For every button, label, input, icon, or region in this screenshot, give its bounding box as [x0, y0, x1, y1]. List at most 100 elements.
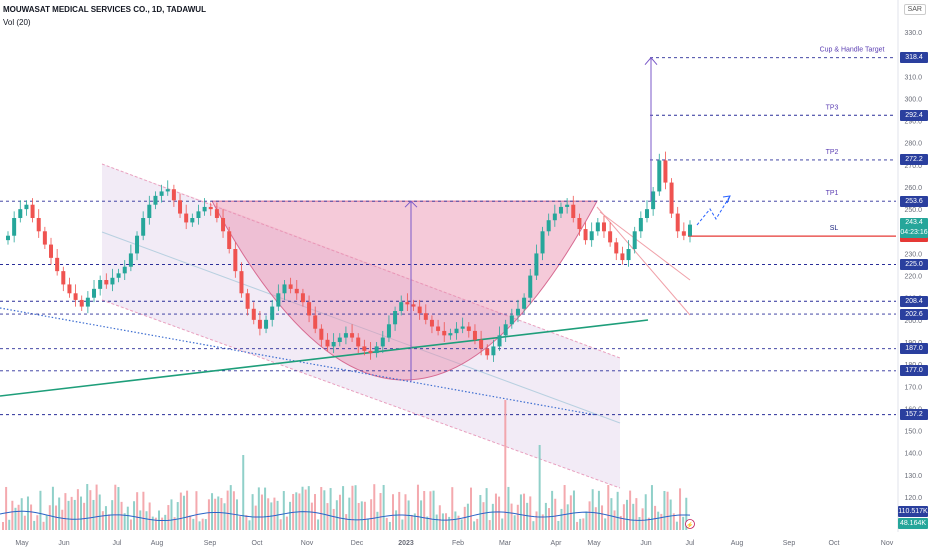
volume-bar [526, 502, 529, 530]
candle-body [436, 326, 441, 331]
volume-bar [432, 490, 435, 530]
candle-body [356, 337, 361, 347]
volume-bar [120, 501, 123, 530]
candle-body [67, 284, 72, 294]
volume-bar [594, 507, 597, 530]
volume-bar [426, 516, 429, 530]
volume-bar [239, 516, 242, 530]
candle-body [30, 204, 35, 218]
volume-bar [304, 489, 307, 530]
volume-bar [650, 485, 653, 530]
volume-bar [448, 516, 451, 530]
volume-bar [657, 511, 660, 530]
volume-bar [351, 485, 354, 530]
volume-bar [176, 502, 179, 530]
candle-body [491, 346, 496, 356]
candle-body [135, 235, 140, 254]
x-tick-label: Dec [351, 540, 364, 547]
volume-bar [416, 484, 419, 530]
candle-body [165, 189, 170, 192]
volume-bar [441, 513, 444, 530]
candle-body [472, 330, 477, 340]
volume-ma-line [0, 510, 691, 522]
volume-bar [323, 490, 326, 530]
candle-body [675, 213, 680, 232]
volume-bar [148, 502, 151, 530]
volume-bar [98, 494, 101, 530]
y-tick-label: 330.0 [904, 30, 922, 37]
volume-bar [282, 491, 285, 530]
candle-body [331, 342, 336, 347]
volume-bar [513, 515, 516, 530]
x-tick-label: Mar [499, 540, 512, 547]
channel-bottom-line [101, 299, 621, 489]
cup-depth-arrowhead [404, 200, 418, 208]
volume-bar [560, 508, 563, 530]
x-tick-label: Aug [731, 540, 744, 547]
volume-bar [204, 519, 207, 530]
level-text: TP1 [826, 190, 839, 197]
volume-bar [73, 499, 76, 530]
candle-body [552, 213, 557, 221]
volume-bar [161, 517, 164, 530]
volume-bar [92, 499, 95, 530]
candle-body [300, 293, 305, 303]
volume-bar [229, 485, 232, 530]
currency-badge[interactable]: SAR [903, 4, 926, 15]
y-tick-label: 120.0 [904, 495, 922, 502]
volume-bar [548, 508, 550, 530]
volume-bar [167, 505, 170, 530]
volume-bar [610, 498, 613, 530]
projection-arrowhead [722, 195, 731, 204]
y-tick-label: 130.0 [904, 473, 922, 480]
candle-body [509, 315, 514, 325]
volume-bar [491, 503, 494, 530]
volume-bar [420, 500, 423, 530]
volume-bar [61, 509, 64, 530]
volume-bar [435, 514, 438, 530]
volume-bar [410, 514, 413, 530]
volume-bar [460, 519, 463, 530]
volume-bar [507, 486, 510, 530]
candle-body [42, 231, 47, 245]
level-text: Cup & Handle Target [820, 47, 885, 54]
volume-bar [214, 498, 217, 530]
volume-bar [207, 499, 210, 530]
candle-body [688, 224, 692, 236]
price-label: 272.2 [900, 154, 928, 166]
volume-bar [395, 510, 398, 530]
volume-bar [314, 494, 316, 530]
volume-bar [538, 445, 541, 530]
candle-body [276, 293, 281, 307]
x-tick-label: Oct [252, 540, 263, 547]
y-tick-label: 280.0 [904, 141, 922, 148]
candle-body [589, 231, 594, 241]
volume-bar [629, 490, 632, 530]
volume-bar [211, 493, 214, 530]
volume-bar [504, 400, 507, 530]
volume-bar [554, 498, 557, 530]
volume-bar [385, 517, 388, 530]
volume-bar [588, 501, 591, 530]
volume-bar [470, 487, 472, 530]
volume-bar [532, 521, 535, 530]
volume-bar [429, 491, 432, 530]
volume-bar [607, 484, 610, 530]
candle-body [202, 206, 207, 212]
level-text: SL [830, 225, 839, 232]
x-tick-label: Feb [452, 540, 464, 547]
volume-bar [182, 495, 185, 530]
candle-body [122, 266, 127, 274]
volume-bar [220, 497, 223, 530]
candle-body [644, 209, 649, 218]
volume-bar [479, 495, 482, 530]
channel-mid-line [101, 231, 621, 424]
y-tick-label: 170.0 [904, 384, 922, 391]
candle-body [638, 218, 643, 232]
y-tick-label: 230.0 [904, 251, 922, 258]
candle-body [282, 284, 287, 294]
candle-body [663, 160, 668, 183]
price-label: 318.4 [900, 52, 928, 64]
